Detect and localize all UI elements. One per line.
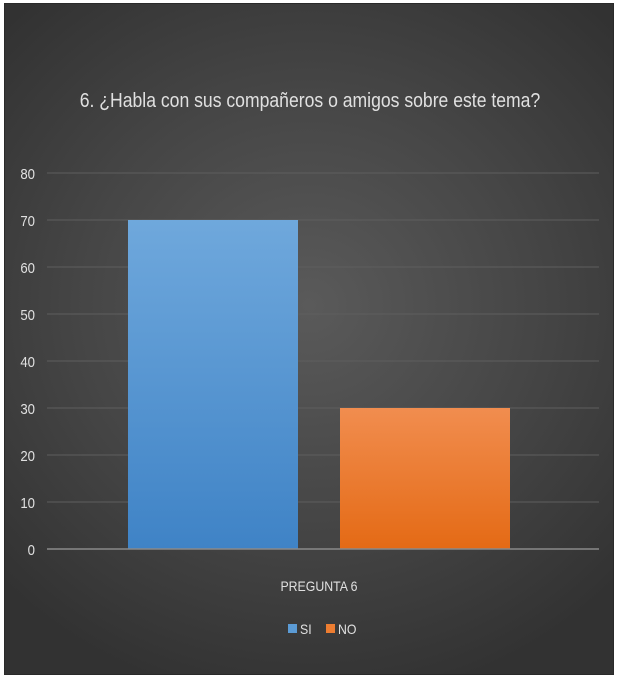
y-tick-label: 80 [20,165,35,182]
y-axis-ticks: 0 10 20 30 40 50 60 70 80 [20,165,35,558]
y-tick-label: 10 [20,494,35,511]
x-category-label: PREGUNTA 6 [280,578,357,594]
y-tick-label: 30 [20,400,35,417]
legend: SI NO [288,621,356,637]
y-tick-label: 70 [20,212,35,229]
legend-swatch-si [288,624,297,633]
bar-si [128,220,298,549]
bars [128,220,510,549]
y-tick-label: 20 [20,447,35,464]
chart-title: 6. ¿Habla con sus compañeros o amigos so… [80,89,541,111]
legend-label-no: NO [338,621,356,637]
y-tick-label: 40 [20,353,35,370]
chart-area: 6. ¿Habla con sus compañeros o amigos so… [4,3,614,675]
legend-label-si: SI [300,621,312,637]
y-tick-label: 50 [20,306,35,323]
y-tick-label: 60 [20,259,35,276]
y-tick-label: 0 [28,541,35,558]
bar-chart: 6. ¿Habla con sus compañeros o amigos so… [20,89,599,637]
bar-no [340,408,510,549]
legend-swatch-no [326,624,335,633]
